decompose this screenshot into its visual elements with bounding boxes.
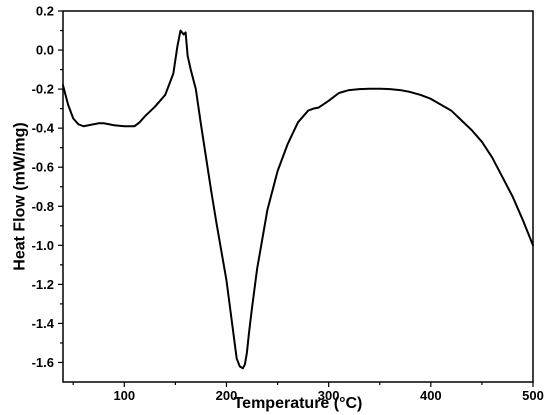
x-tick-label: 100 <box>113 388 135 403</box>
y-tick-label: 0.2 <box>36 4 54 19</box>
major-ticks <box>58 10 534 387</box>
y-tick-label: -0.4 <box>32 121 55 136</box>
tick-labels: 100 200 300 400 500 0.2 0.0 -0.2 -0.4 -0.6 -0.8 -1.… <box>32 4 544 404</box>
x-tick-label: 500 <box>522 388 544 403</box>
y-tick-label: -0.2 <box>32 82 54 97</box>
y-tick-label: -1.2 <box>32 277 54 292</box>
y-tick-label: -0.6 <box>32 160 54 175</box>
y-tick-label: -1.4 <box>32 316 55 331</box>
y-tick-label: 0.0 <box>36 43 54 58</box>
x-tick-label: 300 <box>318 388 340 403</box>
y-axis-label: Heat Flow (mW/mg) <box>12 122 29 270</box>
y-tick-label: -1.6 <box>32 355 54 370</box>
heat-flow-series-line <box>62 29 534 370</box>
x-axis-label: Temperature (°C) <box>234 395 363 412</box>
plot-frame <box>62 10 534 383</box>
y-tick-label: -0.8 <box>32 199 54 214</box>
x-tick-label: 400 <box>420 388 442 403</box>
minor-ticks <box>60 29 483 385</box>
x-tick-label: 200 <box>216 388 238 403</box>
y-tick-label: -1.0 <box>32 238 54 253</box>
